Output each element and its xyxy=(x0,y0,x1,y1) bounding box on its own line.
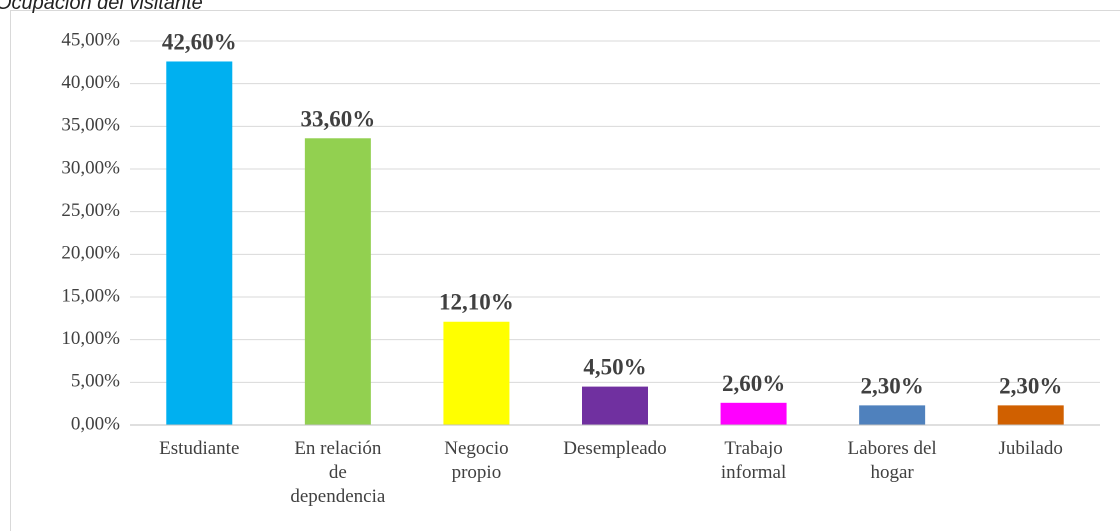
x-tick-label-box: Trabajo informal xyxy=(720,438,787,483)
data-label: 12,10% xyxy=(439,290,514,315)
x-tick-label-box: Estudiante xyxy=(159,438,240,459)
x-tick-label-box: Desempleado xyxy=(563,438,667,459)
data-label: 33,60% xyxy=(300,106,375,131)
data-label: 4,50% xyxy=(583,355,646,380)
y-tick-label: 30,00% xyxy=(61,157,120,178)
data-label: 2,30% xyxy=(861,373,924,398)
bar xyxy=(582,386,648,425)
data-label: 2,30% xyxy=(999,373,1062,398)
chart-frame xyxy=(10,10,1120,531)
x-tick-label-box: En relación de dependencia xyxy=(290,438,386,507)
bar xyxy=(304,138,371,425)
y-tick-label: 20,00% xyxy=(61,243,120,264)
y-tick-label: 15,00% xyxy=(61,285,120,306)
x-tick-label-box: Labores del hogar xyxy=(847,438,937,483)
data-label: 42,60% xyxy=(162,29,237,54)
x-tick-label: Negocio propio xyxy=(444,438,509,483)
x-tick-label: Desempleado xyxy=(563,438,667,459)
x-tick-label: Jubilado xyxy=(998,438,1063,459)
y-tick-label: 10,00% xyxy=(61,328,120,349)
chart-title: Ocupación del visitante xyxy=(0,0,203,14)
x-tick-label: Estudiante xyxy=(159,438,240,459)
x-tick-label: Labores del hogar xyxy=(847,438,937,483)
x-tick-label-box: Jubilado xyxy=(998,438,1063,459)
bar xyxy=(443,321,510,425)
x-tick-label: Trabajo informal xyxy=(720,438,787,483)
bar xyxy=(859,405,926,425)
y-tick-label: 40,00% xyxy=(61,72,120,93)
y-tick-label: 45,00% xyxy=(61,29,120,50)
y-tick-label: 5,00% xyxy=(71,371,120,392)
bar xyxy=(720,402,787,425)
x-tick-label: En relación de dependencia xyxy=(290,438,386,507)
x-tick-label-box: Negocio propio xyxy=(444,438,509,483)
y-tick-label: 25,00% xyxy=(61,200,120,221)
data-label: 2,60% xyxy=(722,371,785,396)
bar xyxy=(997,405,1064,425)
y-tick-label: 35,00% xyxy=(61,115,120,136)
bar xyxy=(166,61,233,425)
y-tick-label: 0,00% xyxy=(71,413,120,434)
